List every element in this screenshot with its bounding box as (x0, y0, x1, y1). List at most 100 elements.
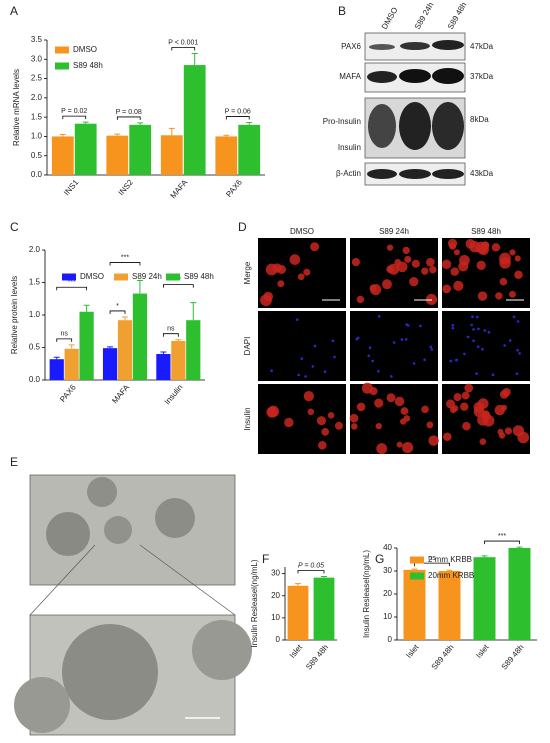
cell (443, 432, 452, 442)
legend-swatch (55, 46, 69, 54)
band (369, 44, 395, 50)
y-tick-label: 1.0 (29, 310, 41, 319)
lane-label: S89 48h (446, 1, 469, 31)
nucleus (297, 373, 300, 377)
cell (499, 277, 508, 286)
nucleus (404, 337, 408, 341)
nucleus (491, 373, 495, 377)
y-axis-label: Relative mRNA levels (12, 69, 21, 146)
row-label: PAX6 (341, 42, 361, 51)
cell (396, 441, 403, 448)
error-bar (136, 280, 143, 294)
nucleus (455, 358, 459, 362)
cell (514, 255, 521, 262)
nucleus (377, 315, 381, 318)
column-label: S89 24h (379, 227, 409, 236)
error-bar (191, 53, 198, 66)
bar (473, 557, 496, 640)
brightfield-images (14, 474, 252, 736)
cell (425, 293, 438, 306)
nucleus (475, 315, 479, 319)
significance-bracket (414, 562, 450, 567)
y-axis-label: Insulin Resleasel(ng/mL) (362, 550, 371, 638)
nucleus (487, 330, 491, 334)
nucleus (466, 335, 470, 339)
size-label: 37kDa (470, 72, 494, 81)
micro-image (258, 311, 346, 381)
band (399, 102, 431, 150)
row-label: MAFA (339, 72, 361, 81)
bar (313, 577, 335, 640)
cell (453, 393, 462, 402)
cell (428, 435, 439, 446)
cell (396, 261, 408, 273)
cell (404, 255, 412, 263)
micro-image (442, 311, 530, 381)
nucleus (430, 348, 434, 351)
bar (51, 136, 74, 175)
significance-bracket (163, 284, 194, 288)
cell (267, 405, 280, 418)
y-tick-label: 0.5 (31, 151, 43, 160)
error-bar (168, 127, 175, 136)
cell (442, 284, 452, 294)
column-label: DMSO (290, 227, 314, 236)
legend-label: DMSO (73, 45, 97, 54)
nucleus (419, 324, 422, 328)
annotation: P = 0.06 (225, 108, 251, 115)
significance-bracket (484, 540, 520, 545)
x-tick-label: MAFA (169, 177, 190, 200)
cell (426, 421, 434, 429)
nucleus (270, 369, 273, 373)
error-bar (82, 121, 89, 124)
legend-label: S89 48h (73, 61, 103, 70)
cell (461, 391, 470, 400)
cell (386, 244, 394, 251)
annotation: *** (68, 279, 76, 286)
nucleus (451, 326, 455, 330)
y-tick-label: 20 (383, 589, 392, 598)
size-label: 47kDa (470, 42, 494, 51)
lane-label: S89 24h (413, 1, 436, 31)
legend-swatch (55, 62, 69, 70)
legend-label: 2 mm KRBB (428, 555, 472, 564)
row-label: β-Actin (336, 169, 361, 178)
cell (429, 265, 437, 274)
cell (460, 402, 469, 411)
nucleus (449, 359, 453, 363)
cell (459, 254, 470, 266)
cell (349, 413, 359, 423)
error-bar (114, 133, 121, 136)
cell (361, 382, 373, 394)
bar (106, 135, 129, 175)
cell (451, 405, 459, 412)
x-tick-label: Islet (404, 642, 421, 660)
significance-bracket (116, 116, 141, 120)
islet (14, 677, 70, 733)
bar (403, 569, 426, 640)
error-bar (446, 569, 453, 571)
islet (155, 498, 195, 538)
cell (317, 440, 327, 450)
error-bar (175, 339, 182, 341)
significance-bracket (56, 286, 87, 291)
cell (403, 415, 411, 422)
nucleus (377, 369, 380, 373)
nucleus (475, 372, 478, 375)
bar (171, 341, 186, 380)
nucleus (451, 323, 455, 327)
cell (386, 265, 394, 274)
bar (79, 311, 94, 380)
column-label: S89 48h (471, 227, 501, 236)
panel-label: C (10, 220, 19, 234)
significance-bracket (56, 338, 73, 342)
lane-label: DMSO (380, 6, 400, 31)
annotation: * (116, 303, 119, 310)
y-tick-label: 20 (271, 591, 280, 600)
y-tick-label: 30 (383, 566, 392, 575)
nucleus (392, 341, 396, 344)
nucleus (333, 355, 336, 359)
y-tick-label: 2.0 (29, 245, 41, 254)
cell (495, 292, 503, 300)
cell (465, 239, 476, 249)
